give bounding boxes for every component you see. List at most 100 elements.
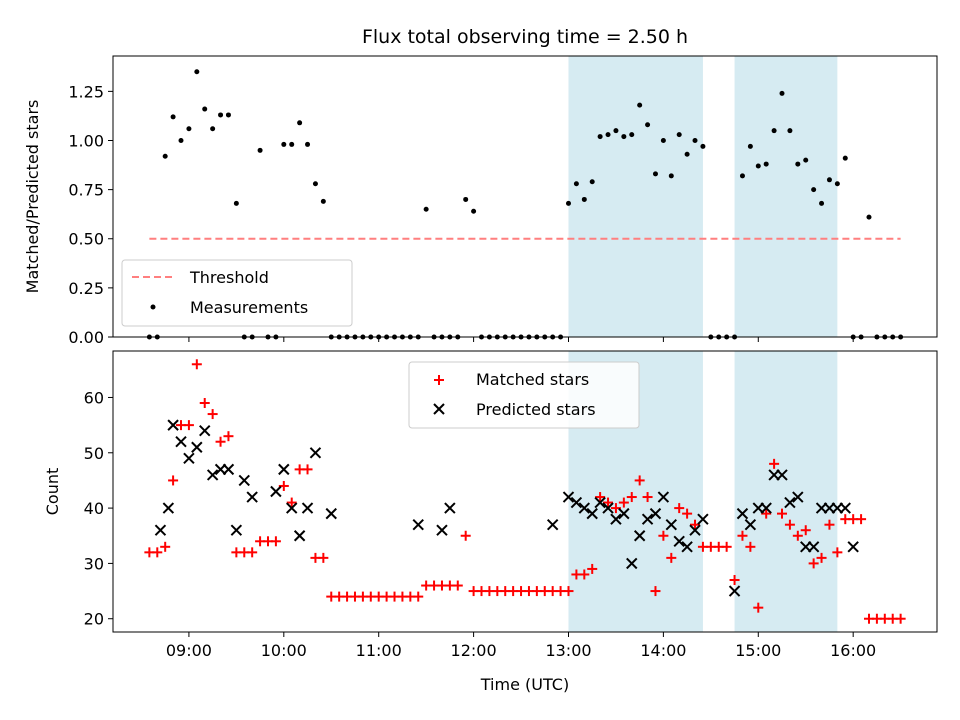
measurement-point bbox=[637, 102, 643, 108]
top-y-axis-label: Matched/Predicted stars bbox=[23, 100, 42, 294]
matched-star-marker bbox=[674, 503, 685, 514]
matched-star-marker bbox=[816, 552, 827, 563]
measurement-point bbox=[803, 157, 809, 163]
matched-star-marker bbox=[215, 436, 226, 447]
bottom-x-axis: 09:00 10:00 11:00 12:00 13:00 14:00 15:00 16:00 bbox=[166, 632, 876, 660]
measurement-point bbox=[779, 90, 785, 96]
predicted-star-marker bbox=[673, 535, 685, 547]
matched-star-marker bbox=[666, 552, 677, 563]
matched-star-marker bbox=[792, 530, 803, 541]
predicted-star-marker bbox=[191, 441, 203, 453]
predicted-star-marker bbox=[792, 491, 804, 503]
predicted-star-marker bbox=[546, 518, 559, 531]
legend-measurements-label: Measurements bbox=[190, 298, 308, 317]
x-tick-label: 16:00 bbox=[830, 641, 876, 660]
predicted-star-marker bbox=[293, 530, 306, 542]
measurement-point bbox=[225, 112, 231, 118]
matched-star-marker bbox=[610, 503, 621, 514]
measurement-point bbox=[581, 196, 587, 202]
x-tick-label: 09:00 bbox=[166, 641, 212, 660]
measurement-point bbox=[170, 114, 176, 120]
matched-star-marker bbox=[753, 602, 764, 613]
matched-star-marker bbox=[650, 586, 661, 597]
measurement-point bbox=[289, 141, 295, 147]
predicted-star-marker bbox=[199, 424, 211, 437]
matched-star-marker bbox=[856, 514, 867, 525]
measurement-point bbox=[787, 128, 793, 134]
panel-counts: 20 30 40 50 60 09:00 10:00 11:00 12:00 13:00 14:0… bbox=[43, 350, 938, 694]
predicted-star-marker bbox=[689, 524, 701, 536]
measurement-point bbox=[573, 181, 579, 187]
measurement-point bbox=[233, 200, 239, 206]
matched-star-marker bbox=[603, 497, 614, 508]
measurement-point bbox=[676, 132, 682, 138]
bottom-plot-frame bbox=[112, 350, 938, 633]
predicted-star-marker bbox=[610, 513, 622, 525]
measurement-point bbox=[178, 137, 184, 143]
bottom-legend: Matched stars Predicted stars bbox=[408, 361, 640, 429]
matched-star-marker bbox=[595, 492, 606, 503]
matched-star-marker bbox=[160, 541, 171, 552]
y-tick-label: 0.75 bbox=[68, 181, 104, 200]
predicted-star-marker bbox=[562, 491, 575, 503]
matched-star-marker bbox=[745, 541, 756, 552]
measurement-point bbox=[621, 134, 627, 140]
measurement-point bbox=[826, 177, 832, 183]
matched-star-marker bbox=[270, 536, 281, 547]
matched-star-marker bbox=[800, 525, 811, 536]
measurement-point bbox=[747, 143, 753, 149]
measurement-point bbox=[202, 106, 208, 112]
predicted-star-marker bbox=[570, 496, 583, 509]
legend-measurements-swatch bbox=[150, 304, 156, 310]
y-tick-label: 0.50 bbox=[68, 230, 104, 249]
measurement-point bbox=[834, 181, 840, 187]
predicted-star-marker bbox=[839, 502, 851, 514]
measurement-point bbox=[210, 126, 216, 132]
measurement-point bbox=[613, 128, 619, 134]
predicted-star-marker bbox=[626, 557, 638, 570]
predicted-star-marker bbox=[175, 436, 187, 448]
matched-star-marker bbox=[563, 586, 574, 597]
bottom-y-axis-label: Count bbox=[43, 468, 62, 516]
matched-star-marker bbox=[784, 519, 795, 530]
top-plot-frame bbox=[112, 55, 938, 338]
measurement-point bbox=[795, 161, 801, 167]
matched-star-marker bbox=[832, 547, 843, 558]
predicted-star-marker bbox=[681, 541, 693, 553]
top-legend-box bbox=[121, 259, 353, 327]
matched-star-marker bbox=[152, 547, 163, 558]
matched-star-marker bbox=[318, 552, 329, 563]
matched-star-marker bbox=[183, 420, 194, 431]
predicted-star-marker bbox=[665, 518, 678, 531]
measurement-point bbox=[423, 206, 429, 212]
matched-star-marker bbox=[737, 530, 748, 541]
x-tick-label: 15:00 bbox=[735, 641, 781, 660]
matched-star-marker bbox=[223, 431, 234, 442]
predicted-star-marker bbox=[286, 502, 298, 514]
panel-ratio: Flux total observing time = 2.50 h 0.000… bbox=[23, 26, 938, 347]
measurement-point bbox=[755, 163, 761, 169]
measurement-points bbox=[146, 69, 904, 340]
y-tick-label: 60 bbox=[84, 388, 104, 407]
y-tick-label: 50 bbox=[84, 444, 104, 463]
matched-star-marker bbox=[460, 530, 471, 541]
measurement-point bbox=[660, 137, 666, 143]
predicted-star-marker bbox=[183, 452, 195, 465]
measurement-point bbox=[281, 141, 287, 147]
measurement-point bbox=[218, 112, 224, 118]
matched-star-marker bbox=[191, 359, 202, 370]
top-shaded-regions bbox=[568, 56, 838, 337]
predicted-star-marker bbox=[270, 485, 282, 498]
predicted-star-marker bbox=[602, 502, 614, 514]
predicted-star-marker bbox=[641, 513, 654, 525]
matched-star-marker bbox=[247, 547, 258, 558]
y-tick-label: 30 bbox=[84, 554, 104, 573]
predicted-star-marker bbox=[238, 474, 250, 487]
matched-star-marker bbox=[808, 558, 819, 569]
x-tick-label: 13:00 bbox=[545, 641, 591, 660]
predicted-star-marker bbox=[162, 502, 175, 514]
matched-star-marker bbox=[642, 492, 653, 503]
predicted-star-marker bbox=[436, 524, 448, 536]
predicted-star-marker bbox=[309, 447, 322, 459]
y-tick-label: 40 bbox=[84, 499, 104, 518]
